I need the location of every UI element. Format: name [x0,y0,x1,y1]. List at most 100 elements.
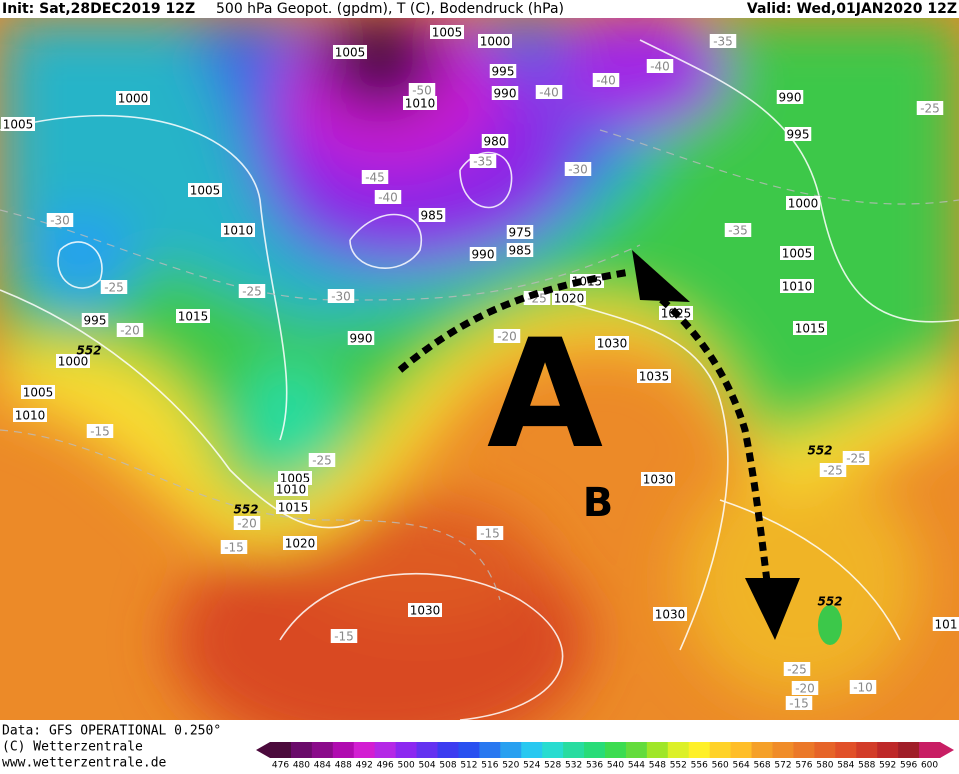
isobar-label-box [403,96,437,110]
isobar-label-box [637,369,671,383]
isobar-label-box [81,313,109,327]
isobar-label: 1005 [3,118,34,132]
isobar-label-box [347,331,375,345]
isobar-label-box [430,25,464,39]
isobar-label: 1030 [597,337,628,351]
isotherm-label-box [408,83,436,97]
isotherm-label: -20 [497,330,517,344]
isotherm-label-box [646,59,674,73]
isotherm-label-box [849,680,877,694]
isobar-label: 1010 [276,483,307,497]
isotherm-label-box [361,170,389,184]
isotherm-label: -40 [596,74,616,88]
isobar-label-box [776,90,804,104]
colorbar-tick-label: 532 [565,761,582,771]
colorbar-tick-label: 544 [628,761,645,771]
isobar-label: 990 [472,248,495,262]
colorbar-cell [563,742,585,758]
colorbar-tick-label: 580 [816,761,833,771]
isotherm-label: -50 [412,84,432,98]
colorbar-tick-label: 488 [335,761,352,771]
isotherm-label-box [116,323,144,337]
isobar-label-box [932,617,959,631]
isobar-label: 1035 [639,370,670,384]
isotherm-label-box [238,284,266,298]
isotherm-label: -45 [365,171,385,185]
colorbar-cell [772,742,794,758]
colorbar-cell [898,742,920,758]
isobar-label-box [506,243,534,257]
isotherm-label: -40 [378,191,398,205]
colorbar-cell [584,742,606,758]
geopotential-label: 552 [807,444,832,458]
isobar-label-box [276,500,310,514]
isotherm-label-box [86,424,114,438]
isotherm-label-box [535,85,563,99]
isobar-label-box [408,603,442,617]
isobar-label-box [780,279,814,293]
isobar-label: 1005 [190,184,221,198]
colorbar-low-end [256,742,270,758]
colorbar-tick-label: 576 [795,761,812,771]
colorbar-tick-label: 540 [607,761,624,771]
isotherm-label-box [916,101,944,115]
isotherm-label: -25 [823,464,843,478]
isobar-label-box [116,91,150,105]
colorbar-cell [500,742,522,758]
isobar-label: 985 [421,209,444,223]
isotherm-label-box [327,289,355,303]
isobar-label-box [595,336,629,350]
colorbar-cell [667,742,690,758]
isotherm-label-box [592,73,620,87]
isotherm-label: -35 [713,35,733,49]
init-time: Init: Sat,28DEC2019 12Z [2,1,195,17]
isotherm-label-box [724,223,752,237]
colorbar-cell [290,742,313,758]
isobar-label: 1010 [223,224,254,238]
isotherm-label: -25 [242,285,262,299]
isotherm-label: -30 [331,290,351,304]
isotherm-label: -25 [104,281,124,295]
isobar-label-box [641,472,675,486]
isotherm-label: -30 [568,163,588,177]
geopotential-label: 552 [76,344,101,358]
isotherm-label-box [374,190,402,204]
colorbar-cell [605,742,627,758]
isotherm-label: -25 [920,102,940,116]
isobar-label: 1030 [410,604,441,618]
isotherm-label: -15 [480,527,500,541]
isobar-label-box [283,536,317,550]
isotherm-label: -20 [237,517,257,531]
isotherm-label: -40 [650,60,670,74]
isotherm-label-box [220,540,248,554]
isobar-label-box [793,321,827,335]
isotherm-label-box [308,453,336,467]
isobar-label: 995 [787,128,810,142]
colorbar-tick-label: 564 [733,761,750,771]
isotherm-label-box [469,154,497,168]
colorbar-tick-label: 480 [293,761,310,771]
colorbar-tick-label: 568 [753,761,770,771]
colorbar-tick-label: 492 [356,761,373,771]
colorbar-cell [877,742,899,758]
copyright: (C) Wetterzentrale [2,740,143,755]
isobar-label-box [780,246,814,260]
isotherm-label: -20 [795,682,815,696]
isobar-label: 1010 [782,280,813,294]
colorbar-cell [437,742,459,758]
isobar-label: 1015 [795,322,826,336]
isotherm-label-box [819,463,847,477]
isobar-label-box [491,86,519,100]
colorbar-tick-label: 572 [774,761,791,771]
isobar-label-box [418,208,446,222]
isobar-label: 1015 [278,501,309,515]
colorbar-cell [270,742,292,758]
isobar-label: 990 [779,91,802,105]
isotherm-label-box [842,451,870,465]
colorbar-cell [416,742,438,758]
colorbar-cell [793,742,815,758]
isotherm-label: -25 [846,452,866,466]
isobar-label: 995 [492,65,515,79]
isotherm-label: -20 [120,324,140,338]
isobar-label-box [552,291,586,305]
